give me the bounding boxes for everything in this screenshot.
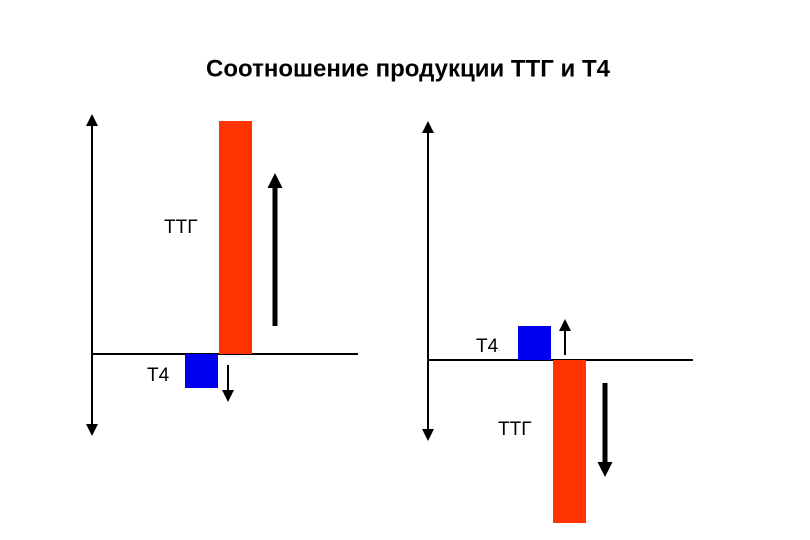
title: Соотношение продукции ТТГ и Т4 (206, 55, 611, 82)
t4-bar (518, 326, 551, 360)
panel-left: ТТГ Т4 (86, 114, 358, 436)
ttg-bar (553, 360, 586, 523)
t4-label: Т4 (476, 336, 499, 357)
t4-label: Т4 (147, 365, 170, 386)
ttg-label: ТТГ (164, 217, 198, 238)
t4-bar (185, 354, 218, 388)
ttg-bar (219, 121, 252, 354)
ttg-label: ТТГ (498, 419, 532, 440)
panel-right: ТТГ Т4 (422, 121, 693, 523)
